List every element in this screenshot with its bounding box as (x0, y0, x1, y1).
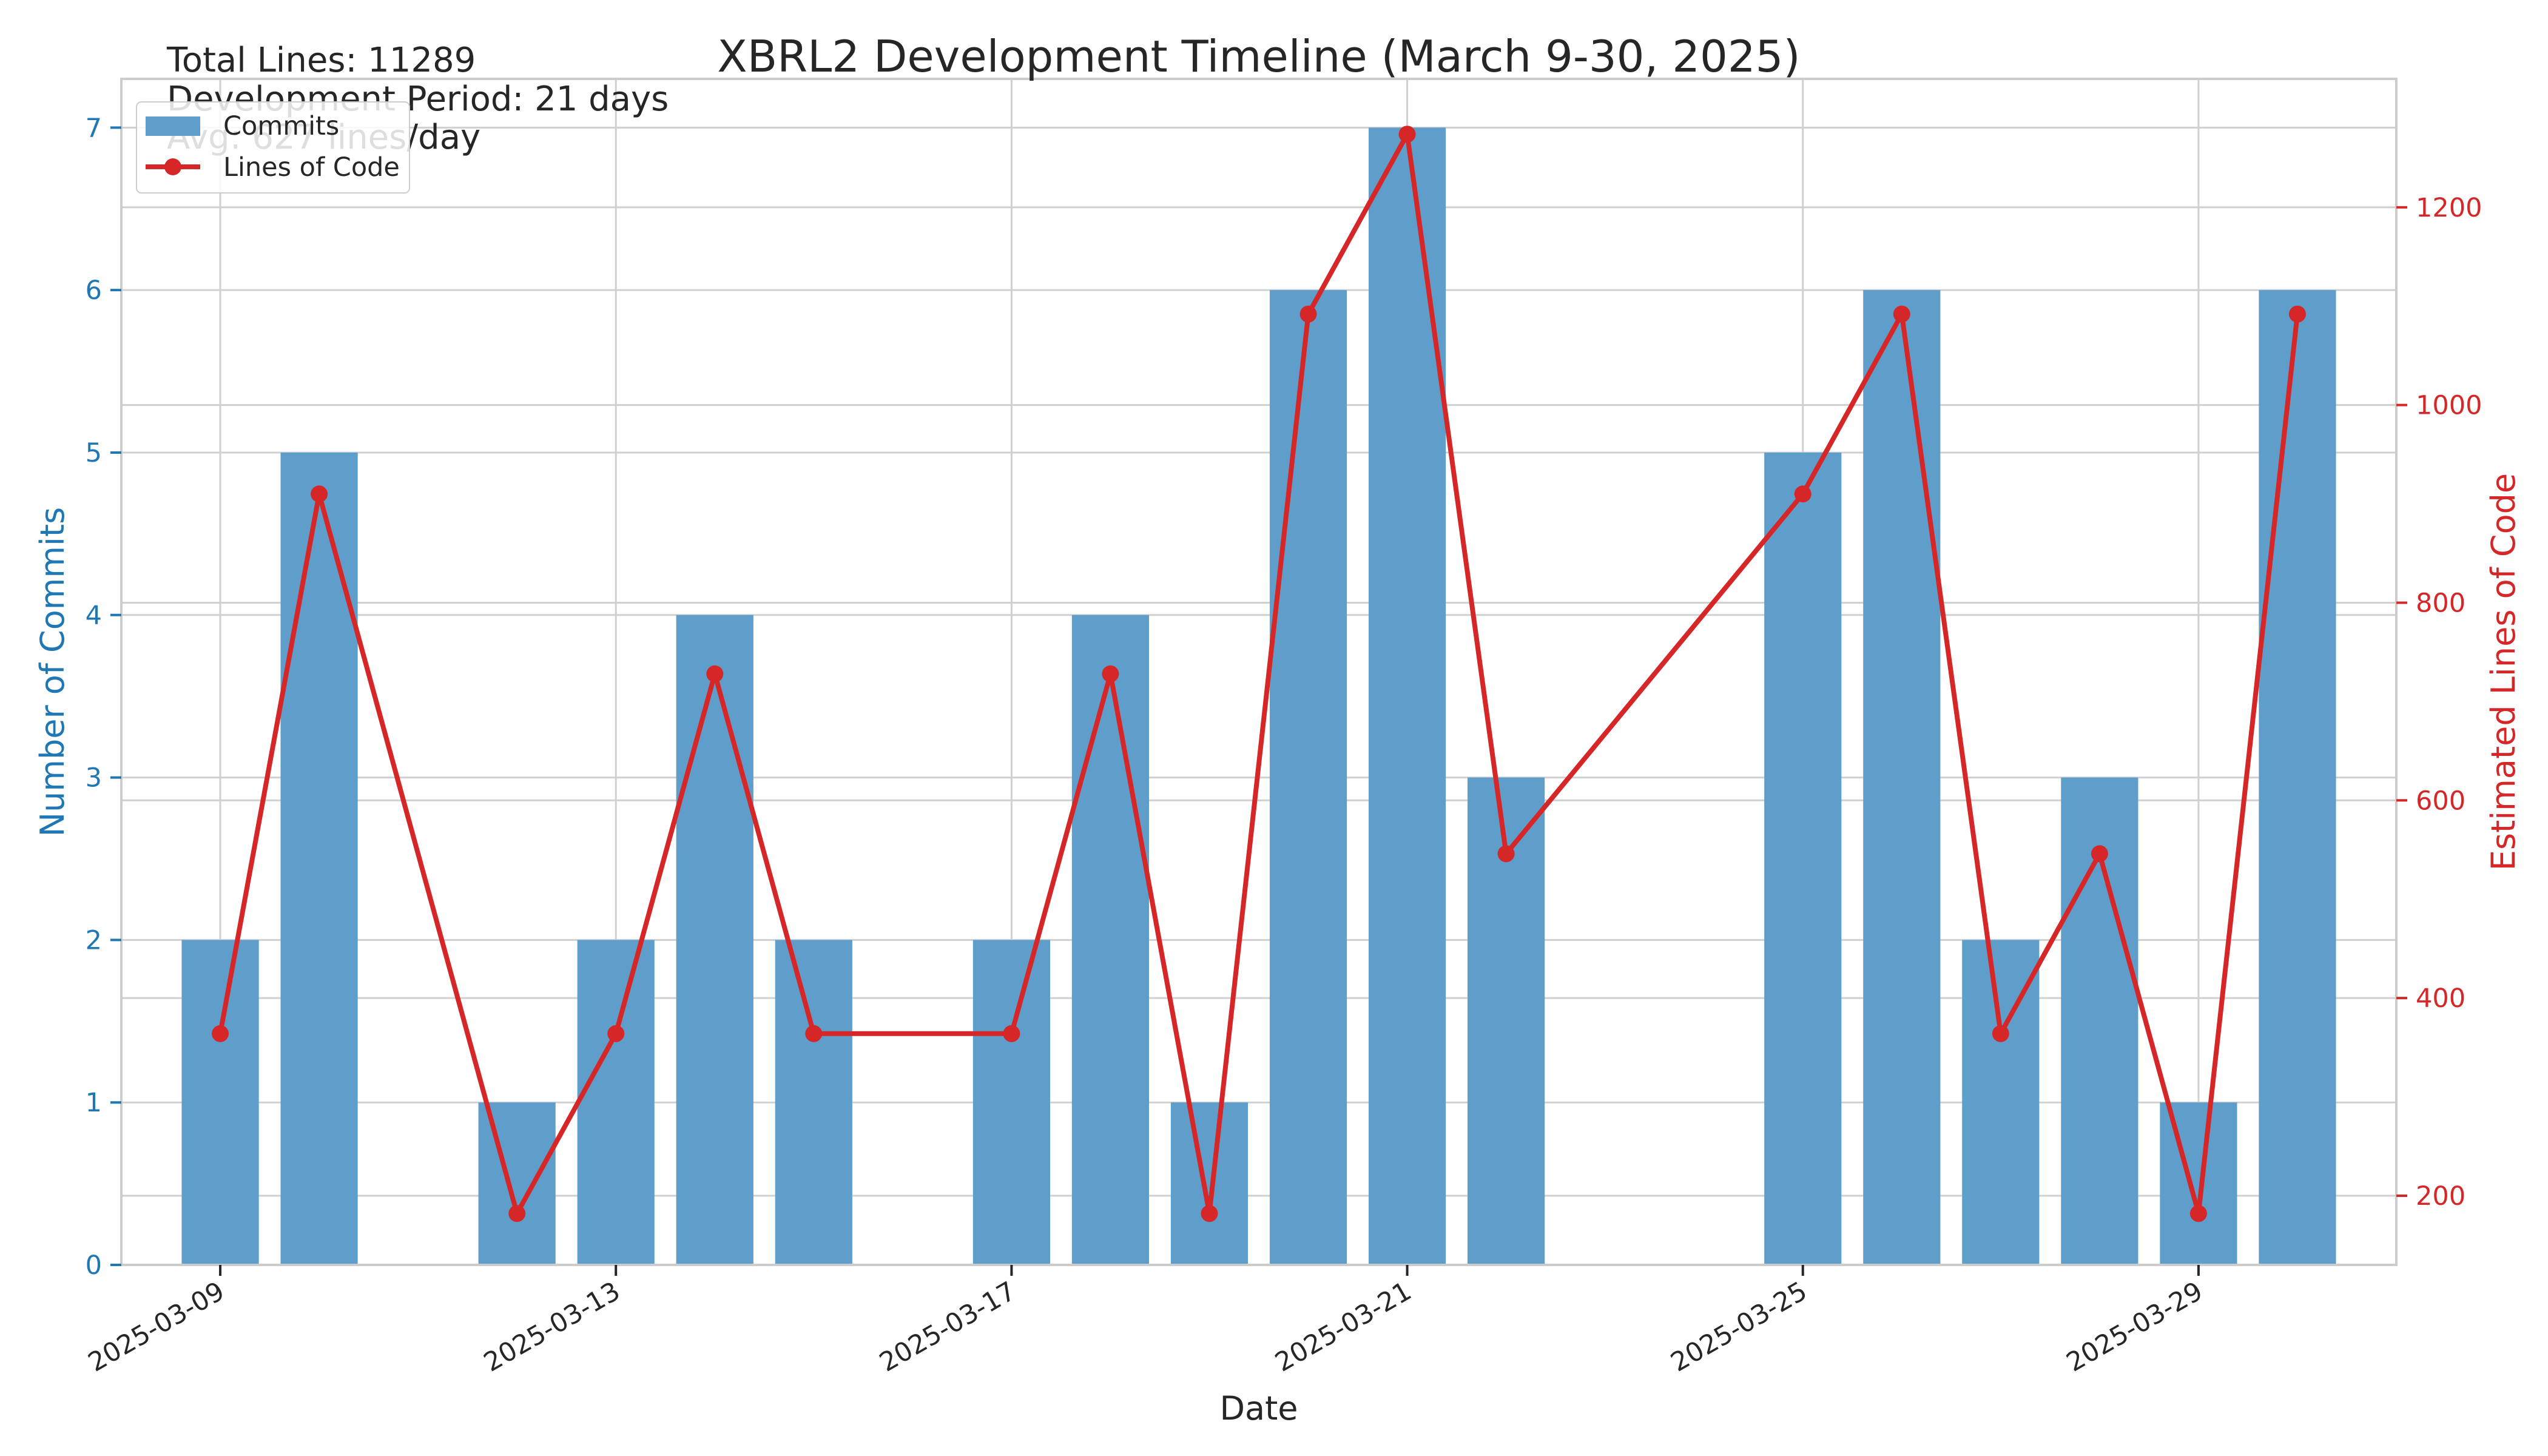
commit-bar (478, 1102, 556, 1265)
y-axis-left-label: Number of Commits (33, 507, 72, 837)
y-tick-label-left: 0 (86, 1250, 102, 1281)
lines-of-code-point (2091, 845, 2108, 863)
lines-of-code-point (1003, 1025, 1020, 1042)
lines-of-code-point (607, 1025, 625, 1042)
commit-bar (1071, 615, 1150, 1266)
commit-bar (280, 452, 358, 1265)
lines-of-code-point (2189, 1205, 2207, 1222)
commit-bar (181, 940, 259, 1265)
commit-bar (577, 940, 655, 1265)
lines-of-code-point (1497, 845, 1515, 863)
y-tick-label-left: 6 (86, 275, 102, 306)
y-tick-label-left: 7 (86, 113, 102, 143)
lines-of-code-point (706, 665, 724, 682)
commit-bar (972, 940, 1050, 1265)
y-tick-label-left: 1 (86, 1088, 102, 1118)
lines-of-code-point (311, 485, 328, 503)
commit-bar (1368, 127, 1446, 1265)
x-axis-label: Date (1219, 1389, 1298, 1427)
y-tick-label-right: 800 (2416, 588, 2465, 618)
lines-of-code-point (1299, 305, 1317, 323)
commit-bar (1170, 1102, 1249, 1265)
legend-box (136, 101, 410, 194)
legend: Commits Lines of Code (136, 101, 410, 194)
lines-of-code-point (1893, 305, 1910, 323)
y-tick-label-right: 200 (2416, 1181, 2465, 1212)
legend-label-commits: Commits (223, 111, 339, 141)
lines-of-code-point (1102, 665, 1119, 682)
lines-of-code-point (1398, 126, 1416, 143)
y-tick-label-right: 1000 (2416, 391, 2482, 421)
legend-label-lines-of-code: Lines of Code (223, 152, 400, 183)
commit-bars (181, 127, 2336, 1266)
y-tick-label-left: 2 (86, 925, 102, 956)
annotation-total-lines: Total Lines: 11289 (166, 41, 476, 80)
y-tick-label-right: 400 (2416, 983, 2465, 1014)
commit-bar (676, 615, 753, 1266)
lines-of-code-point (212, 1025, 229, 1042)
lines-of-code-point (805, 1025, 823, 1042)
lines-of-code-point (2288, 305, 2306, 323)
y-tick-label-left: 5 (86, 438, 102, 468)
y-tick-label-left: 4 (86, 601, 102, 631)
y-tick-label-right: 600 (2416, 786, 2465, 816)
chart-title: XBRL2 Development Timeline (March 9-30, … (717, 31, 1800, 82)
plot-frame (120, 78, 2398, 1266)
y-tick-label-right: 1200 (2416, 193, 2482, 223)
lines-of-code-series (212, 126, 2306, 1222)
commit-bar (1764, 452, 1842, 1265)
lines-of-code-point (1992, 1025, 2009, 1042)
lines-of-code-point (508, 1205, 526, 1222)
y-tick-label-left: 3 (86, 763, 102, 794)
legend-marker-lines-of-code (164, 158, 181, 175)
commit-bar (1962, 940, 2040, 1265)
commit-bar (775, 940, 852, 1265)
lines-of-code-point (1201, 1205, 1218, 1222)
commit-bar (2160, 1102, 2237, 1265)
legend-swatch-commits (146, 116, 200, 136)
commit-bar (2259, 290, 2336, 1266)
y-axis-right-label: Estimated Lines of Code (2484, 473, 2523, 871)
lines-of-code-line (218, 132, 2300, 1216)
commit-bar (1863, 290, 1941, 1266)
lines-of-code-point (1794, 485, 1812, 503)
commit-bar (1269, 290, 1347, 1266)
